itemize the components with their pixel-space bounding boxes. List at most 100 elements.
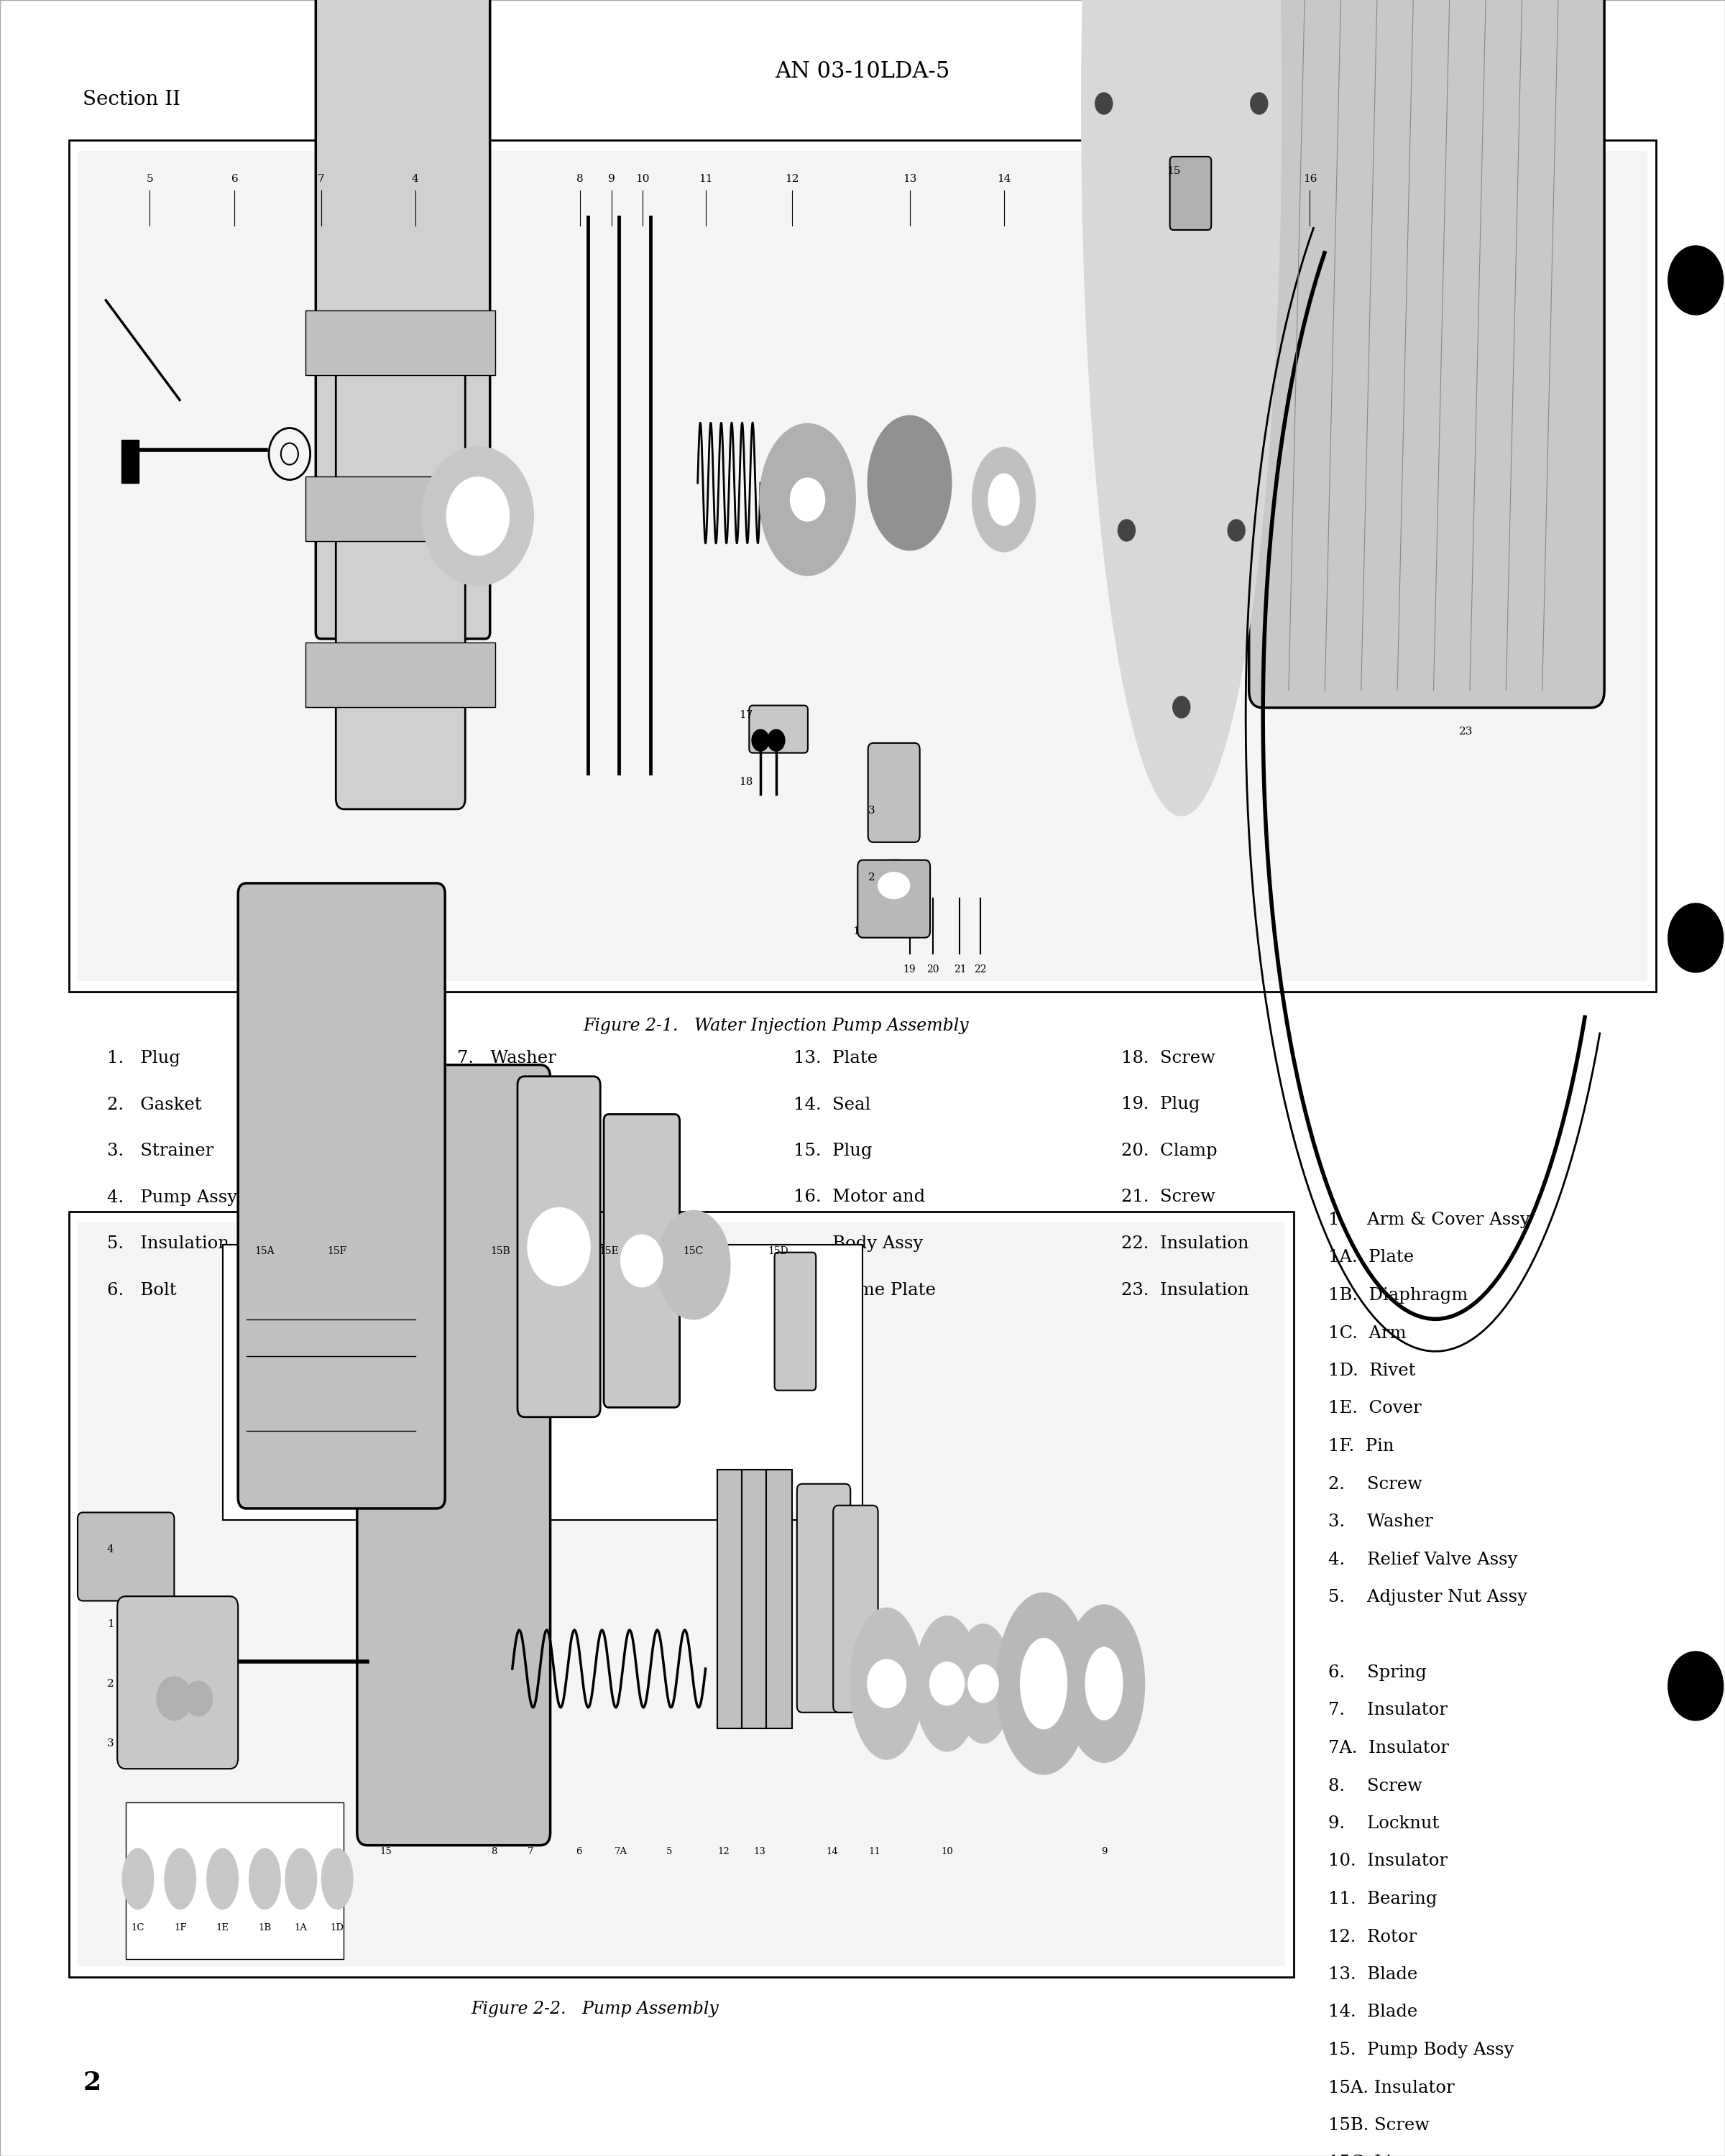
Circle shape [930, 1662, 964, 1705]
Text: Figure 2-2.   Pump Assembly: Figure 2-2. Pump Assembly [471, 2001, 719, 2018]
Circle shape [1173, 696, 1190, 718]
Text: 2: 2 [107, 1680, 114, 1688]
Text: 1.   Plug: 1. Plug [107, 1050, 179, 1067]
Text: 4.   Pump Assy: 4. Pump Assy [107, 1190, 236, 1205]
Text: 7A: 7A [614, 1848, 628, 1856]
Text: 2.   Gasket: 2. Gasket [107, 1095, 202, 1112]
Text: 6.    Spring: 6. Spring [1328, 1664, 1427, 1682]
Text: 3: 3 [107, 1738, 114, 1749]
Text: 14.  Blade: 14. Blade [1328, 2005, 1418, 2020]
Circle shape [790, 479, 825, 522]
FancyBboxPatch shape [1170, 157, 1211, 231]
Text: 1B: 1B [259, 1923, 271, 1932]
FancyBboxPatch shape [857, 860, 930, 938]
Circle shape [868, 1660, 906, 1708]
Text: 3.    Washer: 3. Washer [1328, 1514, 1433, 1531]
Text: 6: 6 [231, 175, 238, 183]
Text: 7: 7 [528, 1848, 533, 1856]
Circle shape [423, 446, 533, 584]
Ellipse shape [323, 1848, 354, 1908]
Bar [69, 1212, 1294, 1977]
Text: Body Assy: Body Assy [794, 1235, 923, 1253]
FancyBboxPatch shape [78, 1514, 174, 1600]
FancyBboxPatch shape [316, 0, 490, 638]
Text: 6: 6 [576, 1848, 581, 1856]
Text: 23: 23 [1459, 727, 1473, 737]
Text: 13: 13 [902, 175, 916, 183]
Text: 19: 19 [904, 964, 916, 975]
Text: 3: 3 [868, 806, 875, 815]
Text: 12: 12 [785, 175, 799, 183]
Bar [78, 151, 1647, 981]
Circle shape [1668, 903, 1723, 972]
Circle shape [1668, 1651, 1723, 1720]
Circle shape [157, 1677, 191, 1720]
Text: 13: 13 [754, 1848, 766, 1856]
Text: 17: 17 [738, 709, 752, 720]
Text: 1F: 1F [174, 1923, 186, 1932]
Ellipse shape [973, 448, 1035, 552]
Ellipse shape [657, 1212, 730, 1319]
Text: 23.  Insulation: 23. Insulation [1121, 1281, 1249, 1298]
Text: 1C: 1C [131, 1923, 145, 1932]
Text: 15E: 15E [599, 1246, 619, 1257]
Circle shape [447, 476, 509, 554]
Text: 7A.  Insulator: 7A. Insulator [1328, 1740, 1449, 1757]
Text: 13.  Blade: 13. Blade [1328, 1966, 1418, 1984]
FancyBboxPatch shape [1249, 0, 1604, 707]
Text: 15.  Pump Body Assy: 15. Pump Body Assy [1328, 2042, 1515, 2059]
Bar [223, 1244, 862, 1520]
Bar [742, 1470, 768, 1729]
Text: 15A: 15A [255, 1246, 274, 1257]
Text: 8.    Screw: 8. Screw [1328, 1777, 1423, 1794]
Text: 1E: 1E [216, 1923, 229, 1932]
FancyBboxPatch shape [797, 1483, 850, 1712]
Text: 10: 10 [942, 1848, 952, 1856]
Circle shape [1118, 520, 1135, 541]
Ellipse shape [868, 416, 950, 550]
Ellipse shape [914, 1617, 980, 1751]
FancyBboxPatch shape [336, 313, 466, 808]
Text: 11.  Bearing: 11. Bearing [1328, 1891, 1437, 1908]
Bar [305, 310, 495, 375]
Text: 13.  Plate: 13. Plate [794, 1050, 878, 1067]
Text: 1: 1 [107, 1619, 114, 1630]
Text: 3.   Strainer: 3. Strainer [107, 1143, 214, 1160]
Text: 21.  Screw: 21. Screw [1121, 1190, 1216, 1205]
Text: 11: 11 [869, 1848, 880, 1856]
FancyBboxPatch shape [868, 744, 919, 843]
Circle shape [528, 1207, 590, 1285]
Text: 16: 16 [1302, 175, 1316, 183]
Text: 1C.  Arm: 1C. Arm [1328, 1324, 1406, 1341]
Text: 14: 14 [826, 1848, 838, 1856]
Text: 9.   Coupling: 9. Coupling [457, 1143, 571, 1160]
Text: 2.    Screw: 2. Screw [1328, 1475, 1423, 1492]
Ellipse shape [1085, 1647, 1123, 1720]
Text: 18.  Screw: 18. Screw [1121, 1050, 1216, 1067]
Ellipse shape [1064, 1604, 1144, 1761]
Text: 1A.  Plate: 1A. Plate [1328, 1250, 1414, 1266]
Text: 15: 15 [1166, 166, 1180, 177]
Text: 14: 14 [997, 175, 1011, 183]
Ellipse shape [878, 873, 909, 899]
Text: 7.    Insulator: 7. Insulator [1328, 1703, 1447, 1718]
Text: 7.   Washer: 7. Washer [457, 1050, 555, 1067]
Ellipse shape [1082, 0, 1280, 815]
Text: 11: 11 [699, 175, 712, 183]
Text: 8.   Insulator: 8. Insulator [457, 1095, 571, 1112]
Text: 18: 18 [738, 776, 752, 787]
Bar [69, 140, 1656, 992]
Text: 4: 4 [412, 175, 419, 183]
Text: 2: 2 [83, 2070, 100, 2096]
Text: 1E.  Cover: 1E. Cover [1328, 1401, 1421, 1416]
Text: 10.  Insulator: 10. Insulator [457, 1190, 576, 1205]
Text: 1D.  Rivet: 1D. Rivet [1328, 1363, 1416, 1380]
FancyBboxPatch shape [833, 1505, 878, 1712]
Text: 1D: 1D [331, 1923, 343, 1932]
Ellipse shape [850, 1608, 923, 1759]
Ellipse shape [166, 1848, 197, 1908]
Text: 20.  Clamp: 20. Clamp [1121, 1143, 1218, 1160]
Text: 5: 5 [666, 1848, 673, 1856]
Ellipse shape [122, 1848, 154, 1908]
Text: 4: 4 [107, 1544, 114, 1554]
